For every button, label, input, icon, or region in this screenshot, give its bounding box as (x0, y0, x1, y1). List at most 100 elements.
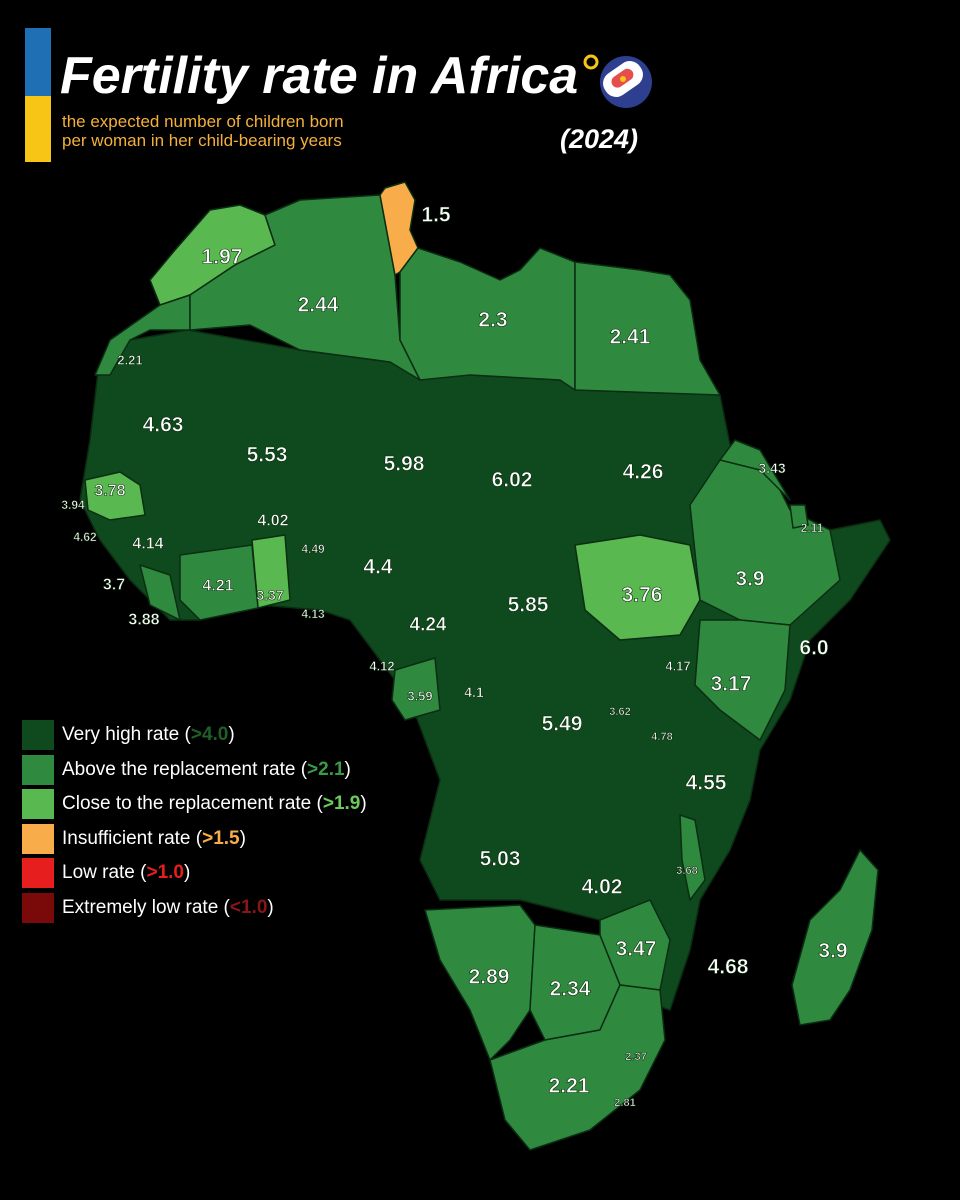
value-label-equatorial-guinea: 4.12 (369, 659, 394, 674)
value-label-ethiopia: 3.9 (735, 567, 764, 590)
value-label-zambia: 4.02 (582, 875, 623, 898)
legend-label-text: Extremely low rate ( (62, 896, 230, 918)
value-label-gambia: 3.94 (61, 498, 85, 512)
value-label-egypt: 2.41 (610, 325, 651, 348)
value-label-central-african-republic: 5.85 (508, 593, 549, 616)
legend-close-paren: ) (267, 896, 274, 918)
region-egypt (574, 261, 721, 396)
value-label-ghana: 3.37 (256, 587, 283, 603)
value-label-namibia: 2.89 (469, 965, 510, 988)
value-label-senegal: 3.78 (94, 483, 125, 500)
value-label-guinea: 4.14 (132, 536, 163, 553)
value-label-somalia: 6.0 (799, 636, 828, 659)
value-label-tunisia: 1.5 (421, 203, 451, 226)
value-label-congo: 4.1 (464, 684, 484, 700)
value-label-kenya: 3.17 (711, 672, 752, 695)
legend-label: Above the replacement rate (>2.1) (62, 759, 351, 781)
value-label-botswana: 2.34 (550, 977, 591, 1000)
value-label-djibouti: 2.11 (801, 521, 824, 535)
value-label-libya: 2.3 (478, 308, 507, 331)
value-label-cameroon: 4.24 (410, 615, 447, 636)
flag-stripe-blue (25, 28, 51, 96)
value-label-south-sudan: 3.76 (622, 583, 663, 606)
legend-threshold: >2.1 (307, 758, 345, 780)
legend-swatch (22, 892, 54, 923)
region-south-africa (489, 984, 666, 1151)
legend-close-paren: ) (360, 793, 367, 815)
value-label-burundi: 4.78 (651, 731, 672, 743)
value-label-benin: 4.13 (301, 607, 325, 621)
legend-swatch (22, 823, 54, 854)
legend-label: Low rate (>1.0) (62, 862, 190, 884)
legend-label: Close to the replacement rate (>1.9) (62, 793, 367, 815)
legend-swatch (22, 858, 54, 889)
value-labels: 1.5 1.97 2.44 2.3 2.41 2.21 4.63 5.53 5.98 6.02 4.… (61, 203, 848, 1109)
value-label-ivory-coast: 4.21 (202, 578, 233, 595)
legend-swatch (22, 789, 54, 820)
legend-label-text: Above the replacement rate ( (62, 758, 308, 780)
value-label-lesotho: 2.81 (614, 1097, 635, 1109)
region-ethiopia (689, 449, 841, 626)
pacifier-icon (583, 54, 652, 108)
value-label-mozambique: 4.68 (708, 955, 749, 978)
subtitle: the expected number of children born per… (62, 112, 344, 150)
value-label-dr-congo: 5.49 (542, 712, 583, 735)
region-south-sudan (574, 534, 701, 641)
legend-swatch (22, 720, 54, 750)
value-label-western-sahara: 2.21 (117, 353, 142, 368)
region-namibia (424, 904, 536, 1061)
value-label-sudan: 4.26 (623, 460, 664, 483)
value-label-angola: 5.03 (480, 847, 521, 870)
value-label-malawi: 3.68 (676, 865, 697, 877)
legend-label: Insufficient rate (>1.5) (62, 828, 246, 850)
value-label-chad: 6.02 (492, 468, 533, 491)
legend-threshold: >4.0 (190, 724, 229, 745)
region-gabon (391, 657, 441, 721)
legend-close-paren: ) (184, 862, 191, 884)
region-malawi (679, 814, 706, 901)
value-label-uganda: 4.17 (665, 659, 690, 674)
value-label-algeria: 2.44 (298, 293, 339, 316)
value-label-eswatini: 2.37 (625, 1051, 646, 1063)
legend-threshold: >1.9 (322, 793, 361, 815)
legend-label: Extremely low rate (<1.0) (62, 897, 274, 919)
flag-stripe-yellow (25, 96, 51, 162)
value-label-mali: 5.53 (247, 443, 288, 466)
legend-threshold: >1.0 (146, 862, 184, 884)
legend-label-text: Low rate ( (62, 862, 147, 884)
value-label-niger: 5.98 (384, 452, 425, 475)
value-label-eritrea: 3.43 (758, 460, 785, 476)
region-kenya (694, 619, 791, 741)
value-label-guinea-bissau: 4.62 (73, 530, 97, 544)
region-madagascar (791, 849, 879, 1026)
page-title: Fertility rate in Africa (60, 47, 579, 105)
value-label-gabon: 3.59 (407, 689, 432, 704)
legend-label-text: Very high rate ( (62, 724, 191, 745)
legend-close-paren: ) (239, 827, 246, 849)
legend-label-text: Close to the replacement rate ( (62, 793, 323, 815)
value-label-madagascar: 3.9 (818, 939, 847, 962)
year-label: (2024) (560, 124, 639, 154)
legend-threshold: >1.5 (202, 827, 240, 849)
value-label-nigeria: 4.4 (363, 555, 393, 578)
value-label-liberia: 3.88 (128, 612, 159, 629)
region-eritrea (719, 439, 791, 501)
legend-close-paren: ) (344, 758, 351, 780)
region-ivory-coast (179, 544, 259, 621)
value-label-togo: 4.49 (301, 542, 325, 556)
region-liberia (139, 564, 181, 621)
value-label-rwanda: 3.62 (609, 706, 630, 718)
value-label-sierra-leone: 3.7 (103, 577, 125, 594)
value-label-burkina-faso: 4.02 (257, 513, 288, 530)
region-senegal (84, 471, 146, 521)
region-djibouti (789, 504, 809, 529)
value-label-tanzania: 4.55 (686, 771, 727, 794)
legend-threshold: <1.0 (229, 896, 268, 918)
value-label-mauritania: 4.63 (143, 413, 184, 436)
legend-close-paren: ) (228, 724, 235, 745)
legend-label: Very high rate (>4.0) (62, 724, 235, 746)
value-label-zimbabwe: 3.47 (616, 937, 657, 960)
legend-swatch (22, 754, 54, 785)
